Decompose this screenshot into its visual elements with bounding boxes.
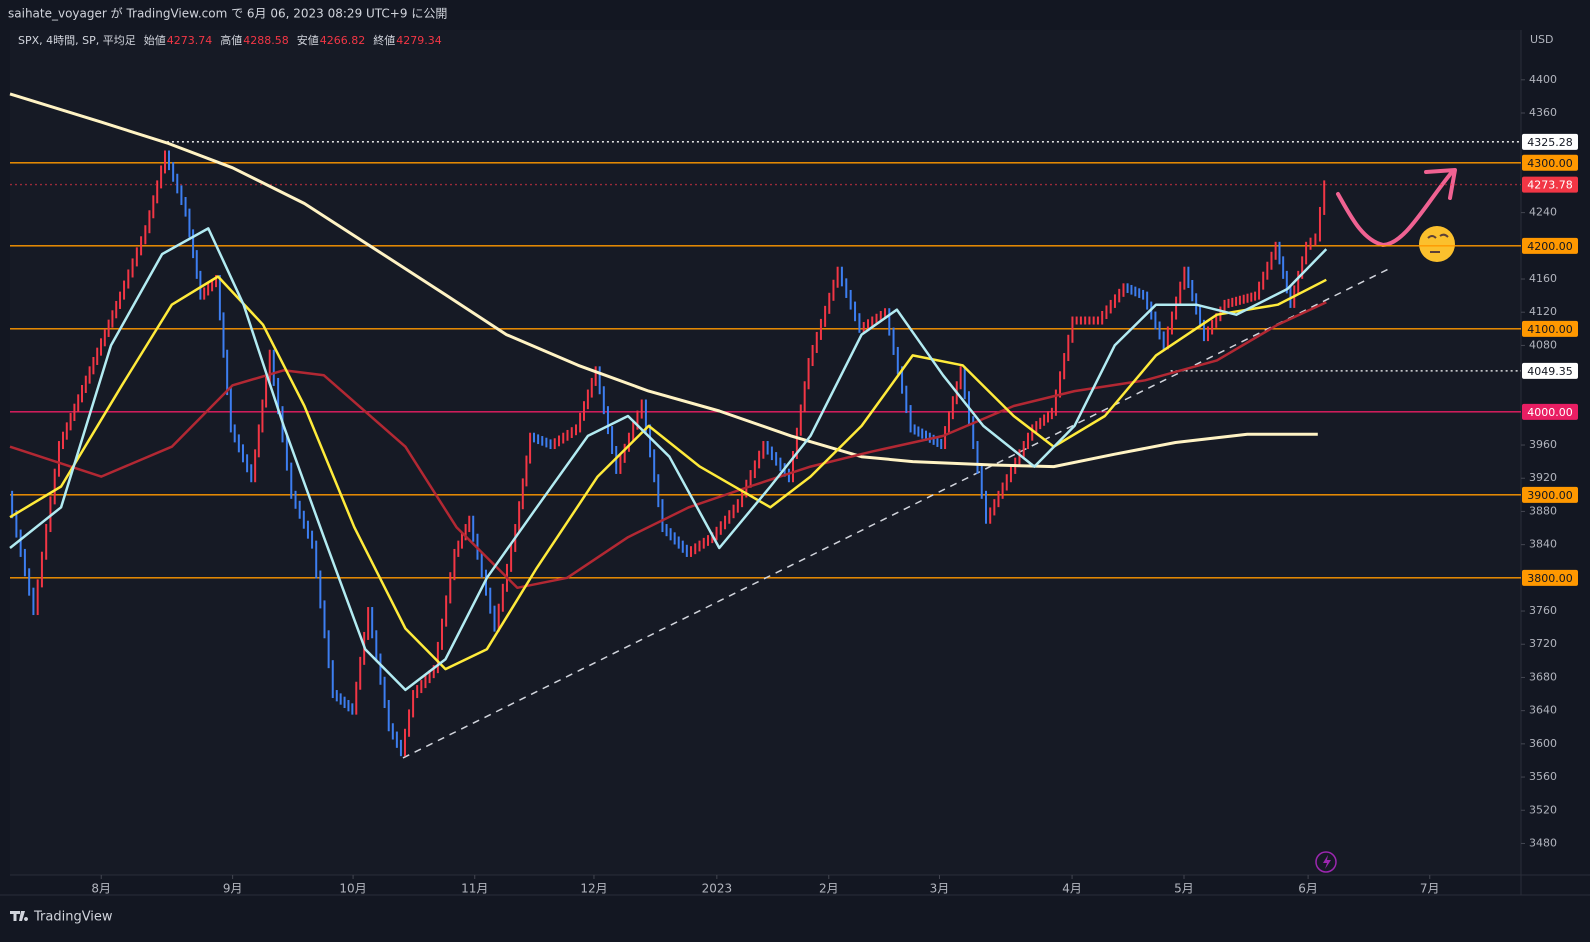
x-tick-label: 4月	[1062, 882, 1082, 896]
level-tag	[1522, 486, 1578, 503]
legend-label: 始値	[144, 33, 166, 47]
level-tag	[1522, 569, 1578, 586]
legend-value: 4288.58	[243, 34, 289, 47]
y-tick-label: 3720	[1529, 637, 1557, 650]
level-label: 4200.00	[1527, 240, 1573, 253]
legend: SPX, 4時間, SP, 平均足 始値 4273.74 高値 4288.58 安値 42…	[18, 33, 442, 47]
x-tick-label: 6月	[1298, 882, 1318, 896]
legend-label: 終値	[373, 33, 395, 47]
legend-value: 4266.82	[320, 34, 366, 47]
moving-average	[9, 92, 1318, 469]
y-tick-label: 3680	[1529, 670, 1557, 683]
x-tick-label: 10月	[339, 882, 366, 896]
y-tick-label: 4400	[1529, 73, 1557, 86]
level-label: 4273.78	[1527, 179, 1573, 192]
events-bolt	[1323, 855, 1331, 869]
level-tag	[1522, 176, 1578, 193]
plot-area	[10, 30, 1521, 875]
x-tick-label: 2023	[702, 882, 733, 896]
y-tick-label: 3640	[1529, 704, 1557, 717]
arrow-head	[1424, 168, 1457, 200]
legend-label: 安値	[297, 33, 319, 47]
y-tick-label: 4080	[1529, 338, 1557, 351]
currency: USD	[1530, 33, 1554, 46]
legend-value: 4279.34	[396, 34, 442, 47]
level-tag	[1522, 154, 1578, 171]
level-label: 4000.00	[1527, 406, 1573, 419]
y-tick-label: 3520	[1529, 803, 1557, 816]
y-tick-label: 3760	[1529, 604, 1557, 617]
y-tick-label: 4360	[1529, 106, 1557, 119]
x-tick-label: 3月	[930, 882, 950, 896]
level-label: 3800.00	[1527, 572, 1573, 585]
symbol: SPX, 4時間, SP, 平均足	[18, 34, 136, 47]
x-tick-label: 11月	[461, 882, 488, 896]
level-label: 4325.28	[1527, 136, 1573, 149]
x-tick-label: 12月	[580, 882, 607, 896]
y-tick-label: 3600	[1529, 737, 1557, 750]
brand: TradingView	[33, 910, 113, 925]
y-tick-label: 3920	[1529, 471, 1557, 484]
x-tick-label: 8月	[91, 882, 111, 896]
forecast-arrow	[1336, 170, 1454, 248]
x-tick-label: 9月	[223, 882, 243, 896]
level-label: 3900.00	[1527, 489, 1573, 502]
x-tick-label: 5月	[1174, 882, 1194, 896]
footer-logo	[10, 911, 29, 922]
legend-label: 高値	[220, 33, 242, 47]
moving-average	[9, 301, 1327, 590]
trendline	[402, 268, 1389, 759]
y-tick-label: 3560	[1529, 770, 1557, 783]
level-tag	[1522, 320, 1578, 337]
level-tag	[1522, 403, 1578, 420]
y-tick-label: 3960	[1529, 438, 1557, 451]
legend-value: 4273.74	[167, 34, 213, 47]
logo-mark	[10, 911, 29, 922]
y-tick-label: 4240	[1529, 206, 1557, 219]
y-tick-label: 4160	[1529, 272, 1557, 285]
level-tag	[1522, 362, 1578, 379]
moving-average	[9, 275, 1327, 671]
moving-average	[9, 227, 1328, 692]
publisher: saihate_voyager が TradingView.com で 6月 0…	[8, 6, 447, 21]
events-icon[interactable]	[1315, 851, 1337, 873]
y-tick-label: 3840	[1529, 538, 1557, 551]
y-tick-label: 3880	[1529, 504, 1557, 517]
x-tick-label: 7月	[1420, 882, 1440, 896]
level-label: 4049.35	[1527, 365, 1573, 378]
y-tick-label: 4120	[1529, 305, 1557, 318]
level-label: 4100.00	[1527, 323, 1573, 336]
level-tag	[1522, 237, 1578, 254]
level-tag	[1522, 133, 1578, 150]
emoji-face	[1427, 233, 1449, 253]
x-tick-label: 2月	[819, 882, 839, 896]
y-tick-label: 3480	[1529, 836, 1557, 849]
thinking-emoji	[1419, 226, 1455, 262]
level-label: 4300.00	[1527, 157, 1573, 170]
